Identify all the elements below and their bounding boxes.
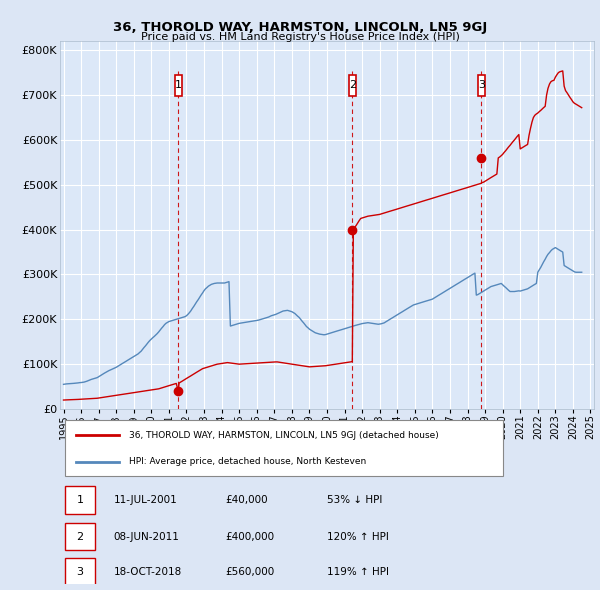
- Text: 36, THOROLD WAY, HARMSTON, LINCOLN, LN5 9GJ: 36, THOROLD WAY, HARMSTON, LINCOLN, LN5 …: [113, 21, 487, 34]
- Text: 53% ↓ HPI: 53% ↓ HPI: [327, 495, 382, 505]
- Text: 1: 1: [175, 80, 182, 90]
- Text: 119% ↑ HPI: 119% ↑ HPI: [327, 567, 389, 577]
- Text: £560,000: £560,000: [226, 567, 275, 577]
- Text: 2: 2: [76, 532, 83, 542]
- FancyBboxPatch shape: [65, 558, 95, 585]
- Text: 36, THOROLD WAY, HARMSTON, LINCOLN, LN5 9GJ (detached house): 36, THOROLD WAY, HARMSTON, LINCOLN, LN5 …: [130, 431, 439, 440]
- FancyBboxPatch shape: [478, 75, 485, 96]
- Text: £40,000: £40,000: [226, 495, 268, 505]
- Text: £400,000: £400,000: [226, 532, 275, 542]
- FancyBboxPatch shape: [65, 523, 95, 550]
- Text: 3: 3: [478, 80, 485, 90]
- FancyBboxPatch shape: [65, 487, 95, 514]
- FancyBboxPatch shape: [175, 75, 182, 96]
- Text: 08-JUN-2011: 08-JUN-2011: [113, 532, 179, 542]
- FancyBboxPatch shape: [349, 75, 356, 96]
- Text: 2: 2: [349, 80, 356, 90]
- Text: 18-OCT-2018: 18-OCT-2018: [113, 567, 182, 577]
- Text: 3: 3: [77, 567, 83, 577]
- Text: Price paid vs. HM Land Registry's House Price Index (HPI): Price paid vs. HM Land Registry's House …: [140, 32, 460, 42]
- Text: HPI: Average price, detached house, North Kesteven: HPI: Average price, detached house, Nort…: [130, 457, 367, 466]
- Text: 1: 1: [77, 495, 83, 505]
- Text: 120% ↑ HPI: 120% ↑ HPI: [327, 532, 389, 542]
- FancyBboxPatch shape: [65, 419, 503, 476]
- Text: 11-JUL-2001: 11-JUL-2001: [113, 495, 177, 505]
